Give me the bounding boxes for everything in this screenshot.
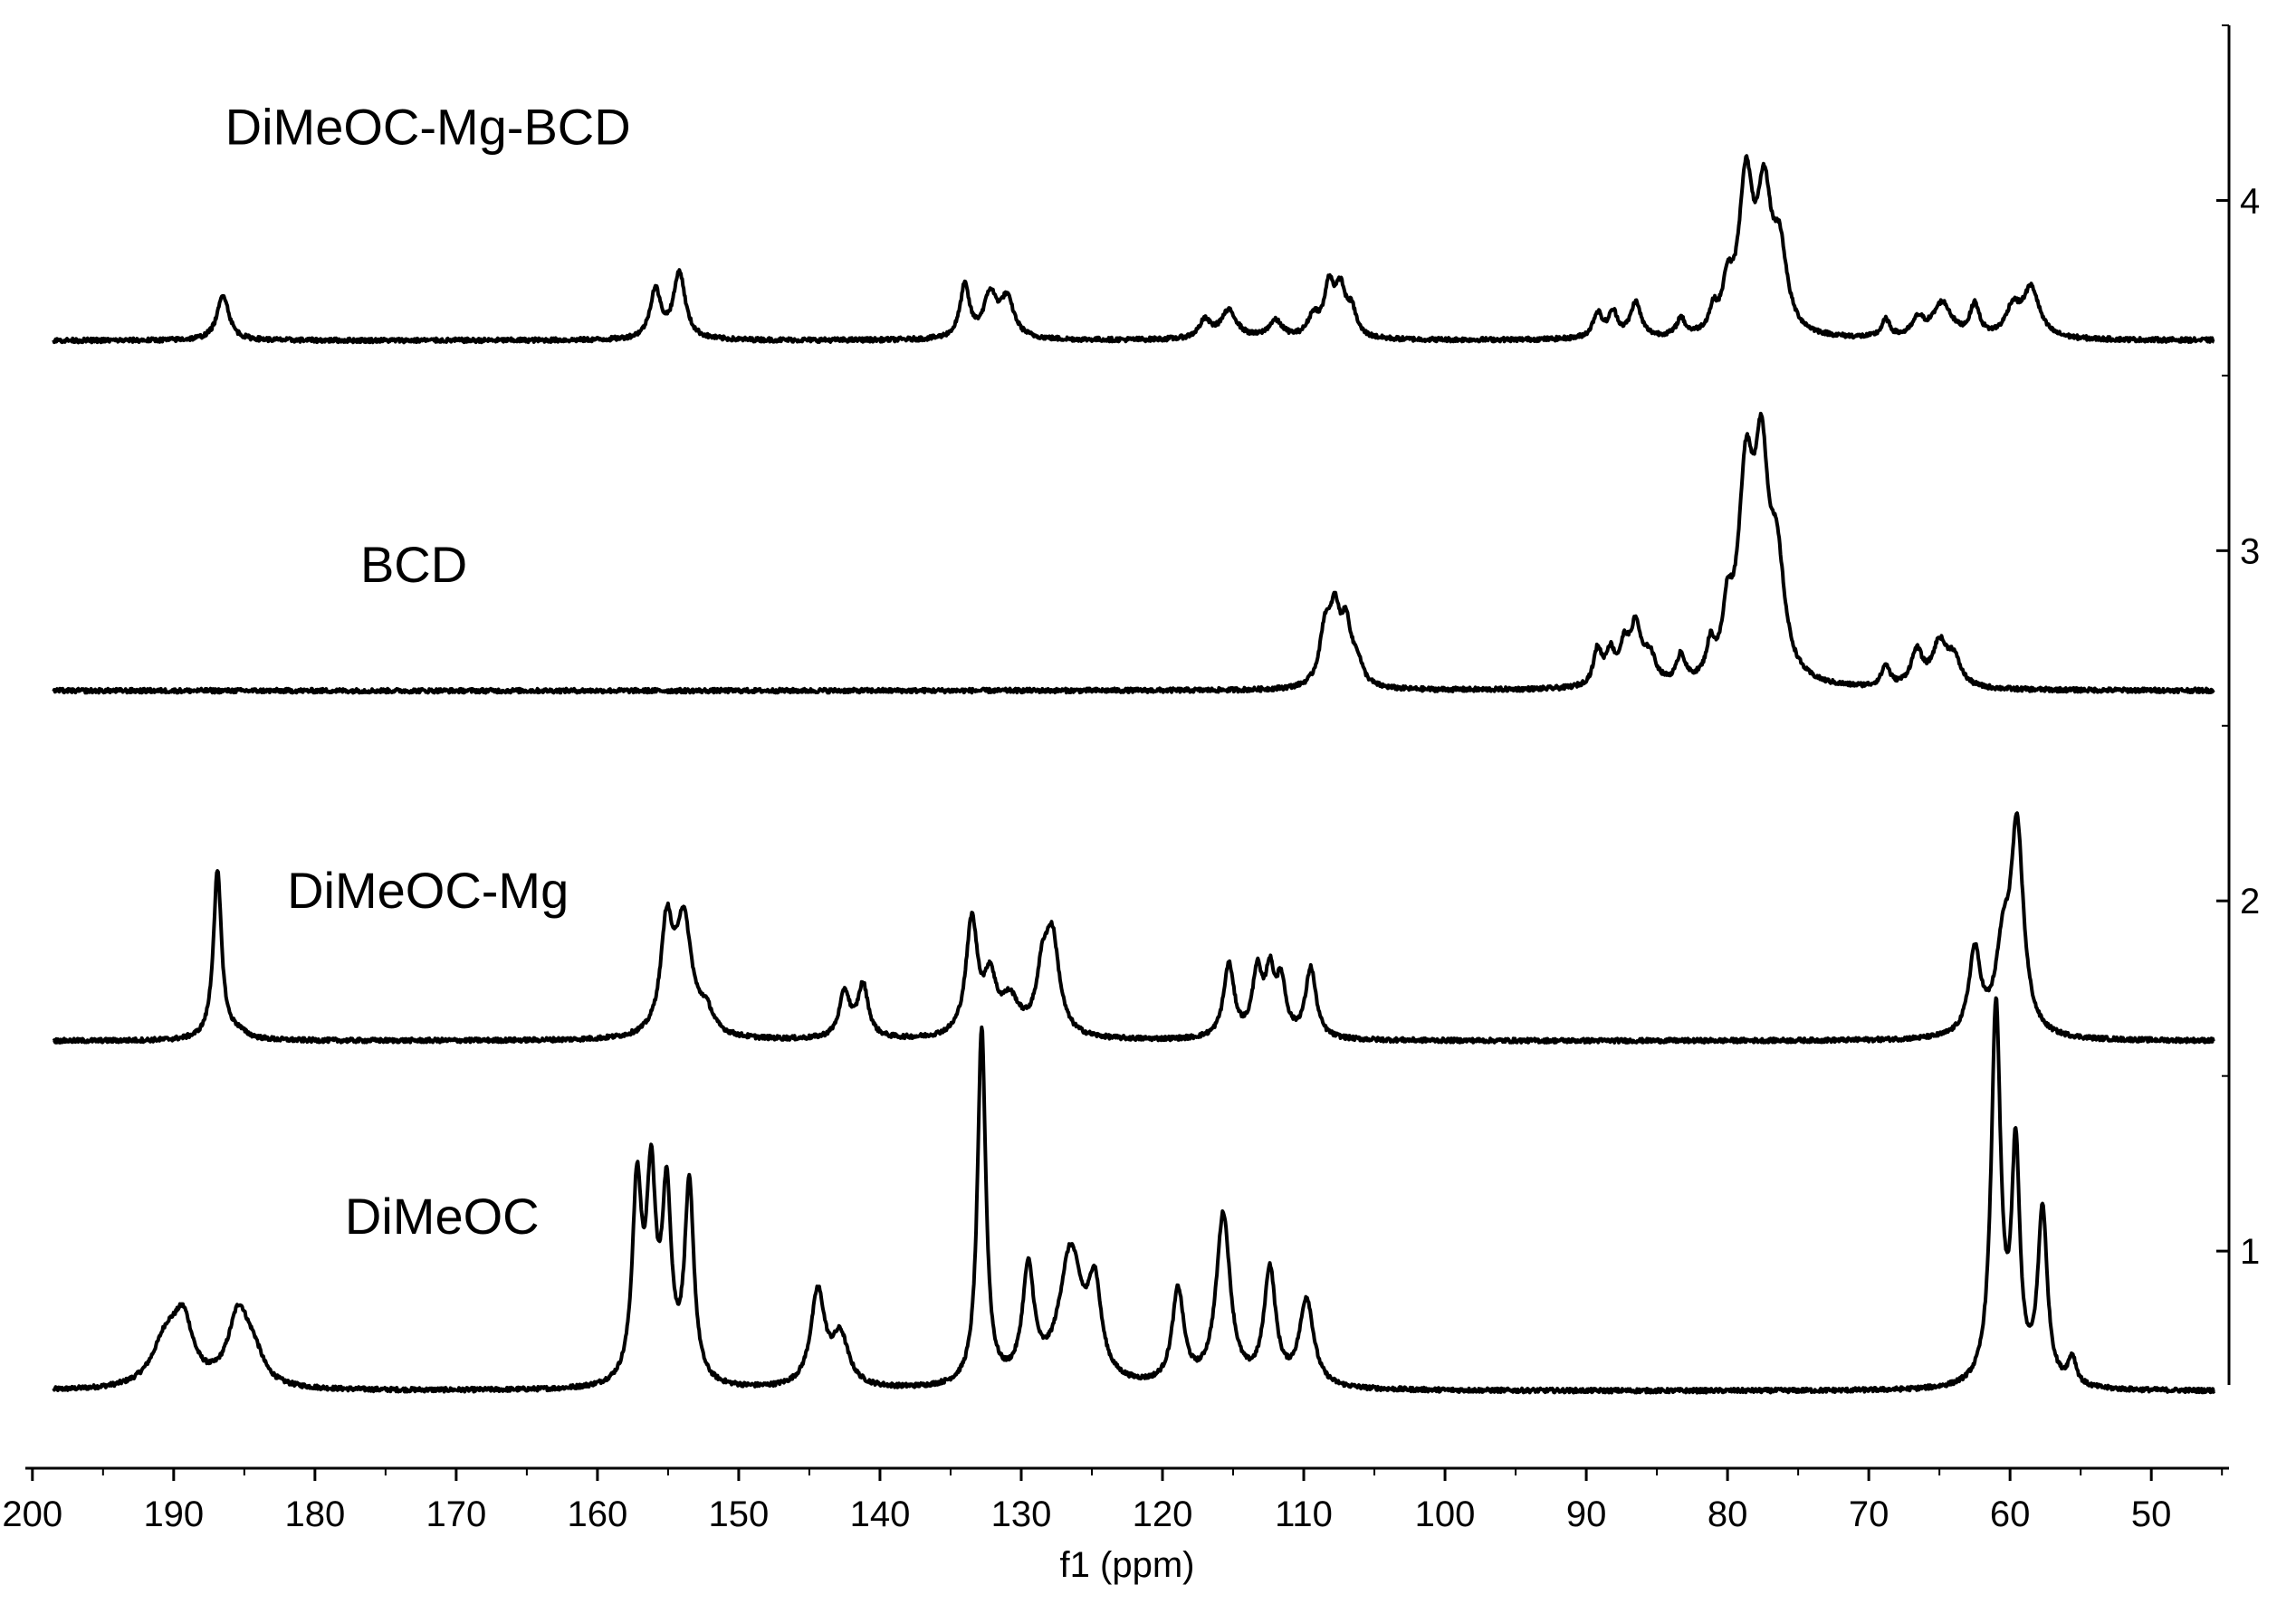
y-axis: 1 2 3 4 <box>2216 24 2260 1385</box>
x-axis-title: f1 (ppm) <box>1060 1545 1195 1585</box>
x-tick-label: 100 <box>1415 1494 1476 1534</box>
series-label: DiMeOC-Mg-BCD <box>225 99 631 156</box>
spectra-group <box>52 154 2216 1395</box>
spectrum-line-dimeoc <box>52 996 2216 1395</box>
x-tick-label: 80 <box>1708 1494 1748 1534</box>
series-labels-group: DiMeOC DiMeOC-Mg BCD DiMeOC-Mg-BCD <box>225 99 631 1245</box>
series-label: DiMeOC <box>345 1188 540 1245</box>
x-tick-label: 120 <box>1133 1494 1193 1534</box>
series-label: DiMeOC-Mg <box>287 862 569 919</box>
spectrum-line-dimeoc-mg <box>52 811 2215 1045</box>
y-tick-label: 4 <box>2240 181 2260 221</box>
x-tick-label: 70 <box>1849 1494 1889 1534</box>
x-tick-label: 50 <box>2131 1494 2172 1534</box>
y-tick-label: 3 <box>2240 531 2260 571</box>
spectrum-line-dimeoc-mg-bcd <box>52 154 2215 345</box>
y-tick-label: 2 <box>2240 882 2260 921</box>
y-tick-label: 1 <box>2240 1232 2260 1272</box>
x-axis-ticks: 200 190 180 170 160 150 140 130 120 110 100 90 80 70 6… <box>2 1468 2224 1534</box>
x-tick-label: 180 <box>284 1494 345 1534</box>
y-axis-ticks: 1 2 3 4 <box>2216 24 2260 1272</box>
x-tick-label: 110 <box>1275 1494 1333 1534</box>
x-tick-label: 90 <box>1566 1494 1607 1534</box>
x-tick-label: 150 <box>709 1494 770 1534</box>
spectrum-line-bcd <box>52 411 2215 695</box>
x-tick-label: 130 <box>991 1494 1052 1534</box>
x-tick-label: 140 <box>850 1494 911 1534</box>
x-axis: 200 190 180 170 160 150 140 130 120 110 100 90 80 70 6… <box>2 1466 2229 1585</box>
x-tick-label: 200 <box>2 1494 62 1534</box>
x-tick-label: 170 <box>426 1494 487 1534</box>
series-label: BCD <box>360 536 467 593</box>
x-tick-label: 190 <box>143 1494 204 1534</box>
x-tick-label: 60 <box>1990 1494 2031 1534</box>
x-tick-label: 160 <box>568 1494 628 1534</box>
